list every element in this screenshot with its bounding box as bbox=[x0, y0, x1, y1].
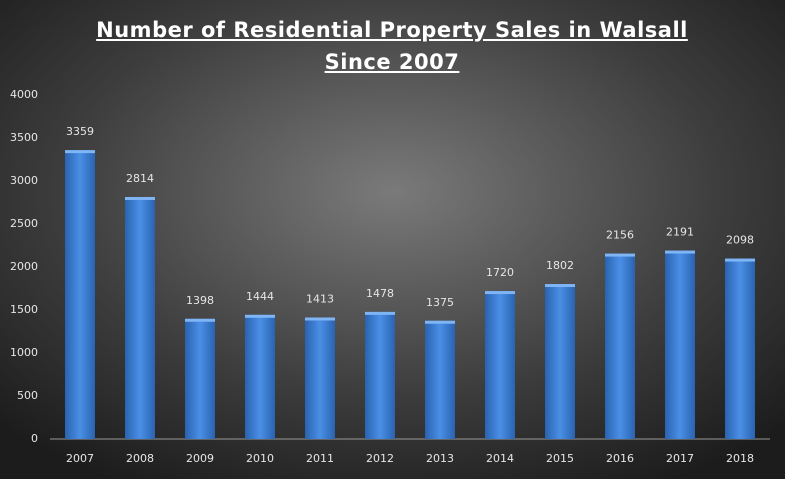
bar-cap bbox=[665, 250, 695, 254]
bar bbox=[725, 258, 755, 439]
x-tick-label: 2013 bbox=[426, 452, 454, 465]
bar bbox=[185, 318, 215, 439]
x-tick-label: 2015 bbox=[546, 452, 574, 465]
data-label: 1444 bbox=[246, 290, 274, 303]
bar-cap bbox=[305, 317, 335, 321]
x-tick-label: 2014 bbox=[486, 452, 514, 465]
bar bbox=[665, 250, 695, 439]
bar bbox=[125, 196, 155, 439]
y-tick-label: 0 bbox=[31, 432, 38, 445]
bar-cap bbox=[125, 196, 155, 200]
data-label: 3359 bbox=[66, 125, 94, 138]
y-tick-label: 500 bbox=[17, 389, 38, 402]
bar bbox=[245, 314, 275, 439]
y-tick-label: 2000 bbox=[10, 260, 38, 273]
data-label: 2191 bbox=[666, 226, 694, 239]
bar bbox=[305, 317, 335, 439]
bar-cap bbox=[425, 320, 455, 324]
data-label: 1375 bbox=[426, 296, 454, 309]
bar-cap bbox=[605, 253, 635, 257]
data-label: 2156 bbox=[606, 229, 634, 242]
bar-cap bbox=[545, 284, 575, 288]
bar-cap bbox=[185, 318, 215, 322]
bar bbox=[605, 253, 635, 439]
x-tick-label: 2011 bbox=[306, 452, 334, 465]
y-tick-label: 2500 bbox=[10, 217, 38, 230]
data-label: 1413 bbox=[306, 292, 334, 305]
x-tick-label: 2017 bbox=[666, 452, 694, 465]
x-tick-label: 2016 bbox=[606, 452, 634, 465]
bar-cap bbox=[245, 314, 275, 318]
y-tick-label: 3000 bbox=[10, 174, 38, 187]
bar bbox=[485, 291, 515, 439]
x-tick-label: 2008 bbox=[126, 452, 154, 465]
x-tick-label: 2010 bbox=[246, 452, 274, 465]
data-label: 1720 bbox=[486, 266, 514, 279]
x-tick-label: 2012 bbox=[366, 452, 394, 465]
y-tick-label: 1000 bbox=[10, 346, 38, 359]
data-label: 1802 bbox=[546, 259, 574, 272]
x-tick-label: 2018 bbox=[726, 452, 754, 465]
bar-cap bbox=[365, 311, 395, 315]
data-label: 2814 bbox=[126, 172, 154, 185]
data-label: 2098 bbox=[726, 234, 754, 247]
bar-cap bbox=[485, 291, 515, 295]
bar bbox=[545, 284, 575, 439]
data-label: 1398 bbox=[186, 294, 214, 307]
x-tick-label: 2007 bbox=[66, 452, 94, 465]
bar-cap bbox=[725, 258, 755, 262]
data-label: 1478 bbox=[366, 287, 394, 300]
bar-cap bbox=[65, 150, 95, 154]
bar bbox=[365, 311, 395, 439]
bar bbox=[425, 320, 455, 439]
y-tick-label: 1500 bbox=[10, 303, 38, 316]
bar bbox=[65, 150, 95, 439]
x-tick-label: 2009 bbox=[186, 452, 214, 465]
y-tick-label: 4000 bbox=[10, 88, 38, 101]
chart-title: Number of Residential Property Sales in … bbox=[96, 18, 688, 74]
y-tick-label: 3500 bbox=[10, 131, 38, 144]
